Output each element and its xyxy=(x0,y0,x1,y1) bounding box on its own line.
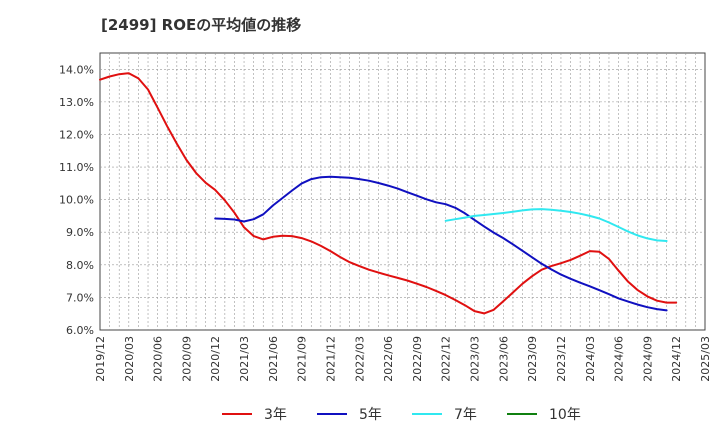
x-tick-label: 2021/12 xyxy=(324,336,337,382)
y-tick-label: 13.0% xyxy=(59,96,94,109)
legend-label: 5年 xyxy=(359,407,382,423)
x-tick-label: 2024/09 xyxy=(641,336,654,382)
series-line-3年 xyxy=(99,72,678,315)
series-lines xyxy=(99,72,678,315)
x-tick-label: 2022/12 xyxy=(440,336,453,382)
x-tick-label: 2020/09 xyxy=(180,336,193,382)
x-tick-label: 2022/03 xyxy=(353,336,366,382)
chart-title: [2499] ROEの平均値の推移 xyxy=(101,16,301,34)
x-tick-label: 2024/12 xyxy=(670,336,683,382)
legend-label: 10年 xyxy=(549,407,581,423)
y-tick-label: 6.0% xyxy=(66,324,94,337)
x-tick-label: 2021/09 xyxy=(296,336,309,382)
x-tick-label: 2021/03 xyxy=(238,336,251,382)
x-tick-label: 2022/06 xyxy=(382,336,395,382)
x-tick-label: 2023/12 xyxy=(555,336,568,382)
x-tick-label: 2019/12 xyxy=(94,336,107,382)
x-tick-label: 2022/09 xyxy=(411,336,424,382)
plot-area xyxy=(99,52,706,331)
x-tick-label: 2020/03 xyxy=(123,336,136,382)
legend: 3年 5年 7年 10年 xyxy=(222,407,581,423)
y-axis-ticks: 6.0% 7.0% 8.0% 9.0% 10.0% 11.0% 12.0% 13.0% 14.0… xyxy=(59,63,94,337)
x-axis-ticks: 2019/12 2020/03 2020/06 2020/09 2020/12 2021/… xyxy=(94,336,712,382)
y-tick-label: 14.0% xyxy=(59,63,94,76)
legend-label: 7年 xyxy=(454,407,477,423)
y-tick-label: 10.0% xyxy=(59,194,94,207)
x-tick-label: 2020/12 xyxy=(209,336,222,382)
x-tick-label: 2021/06 xyxy=(267,336,280,382)
y-tick-label: 8.0% xyxy=(66,259,94,272)
x-tick-label: 2023/06 xyxy=(497,336,510,382)
x-tick-label: 2020/06 xyxy=(152,336,165,382)
y-tick-label: 7.0% xyxy=(66,291,94,304)
y-tick-label: 11.0% xyxy=(59,161,94,174)
grid-lines xyxy=(100,53,705,330)
series-line-5年 xyxy=(214,175,668,312)
x-tick-label: 2024/03 xyxy=(584,336,597,382)
x-tick-label: 2023/09 xyxy=(526,336,539,382)
y-tick-label: 9.0% xyxy=(66,226,94,239)
x-tick-label: 2023/03 xyxy=(469,336,482,382)
y-tick-label: 12.0% xyxy=(59,128,94,141)
legend-label: 3年 xyxy=(264,407,287,423)
x-tick-label: 2024/06 xyxy=(613,336,626,382)
series-line-7年 xyxy=(444,208,668,242)
x-tick-label: 2025/03 xyxy=(699,336,712,382)
